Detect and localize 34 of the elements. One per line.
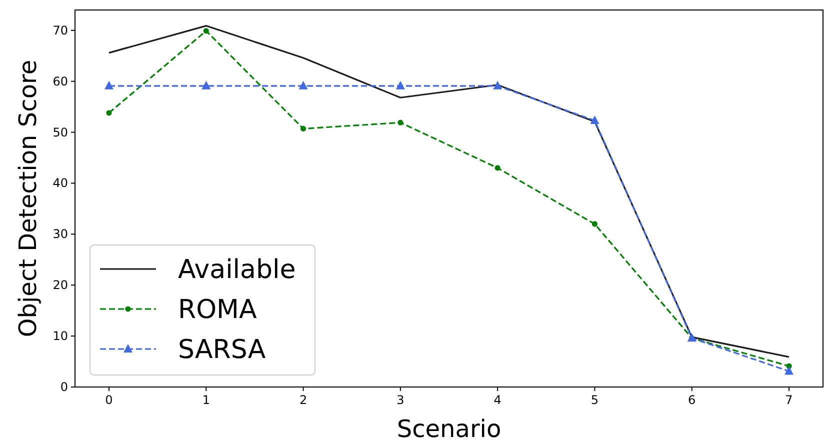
point <box>398 120 404 126</box>
point <box>396 80 405 90</box>
point <box>300 126 306 132</box>
point <box>104 80 114 90</box>
point <box>493 80 502 90</box>
y-tick-label: 20 <box>52 278 68 292</box>
point <box>494 165 500 171</box>
point <box>298 80 308 90</box>
point <box>784 366 794 375</box>
point <box>202 80 211 90</box>
x-tick-label: 5 <box>590 393 599 407</box>
y-tick-label: 40 <box>52 176 68 190</box>
x-tick-label: 1 <box>202 393 210 407</box>
point <box>590 116 600 124</box>
y-tick-label: 70 <box>52 23 68 38</box>
y-tick-label: 60 <box>52 74 68 88</box>
y-tick-label: 50 <box>52 125 68 140</box>
x-tick-label: 7 <box>785 393 793 407</box>
y-tick-label: 10 <box>52 329 68 344</box>
x-tick-label: 4 <box>494 393 502 407</box>
point <box>106 110 112 116</box>
y-tick-label: 30 <box>52 227 68 242</box>
x-tick-label: 2 <box>299 393 308 407</box>
x-tick-label: 3 <box>396 393 404 407</box>
legend-label: ROMA <box>178 295 257 325</box>
legend-label: Available <box>178 255 296 285</box>
x-tick-label: 0 <box>105 393 113 407</box>
point <box>592 221 598 227</box>
x-tick-label: 6 <box>688 393 696 407</box>
y-axis-title: Object Detection Score <box>14 60 42 338</box>
x-axis-title: Scenario <box>396 415 502 443</box>
y-tick-label: 0 <box>60 380 68 394</box>
point <box>203 28 209 34</box>
legend-label: SARSA <box>178 335 266 365</box>
